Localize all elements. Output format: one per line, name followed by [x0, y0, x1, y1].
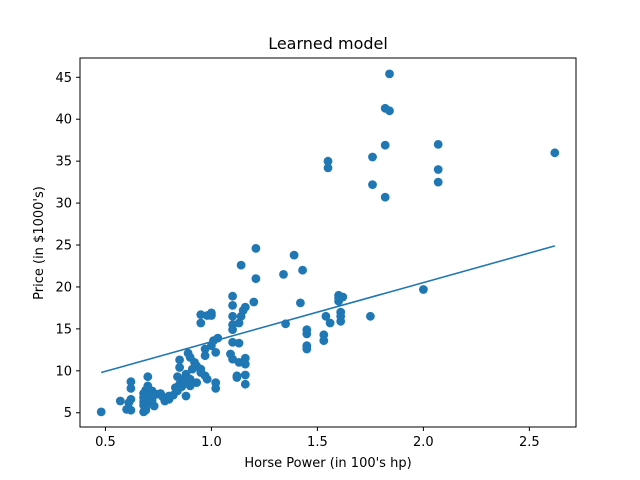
y-tick-label: 5 — [64, 406, 72, 421]
data-point — [141, 405, 151, 415]
x-tick-label: 1.5 — [307, 435, 328, 450]
data-point — [433, 140, 443, 149]
data-point — [234, 318, 244, 328]
data-points — [96, 69, 560, 417]
y-tick-label: 45 — [55, 71, 72, 86]
chart-title: Learned model — [268, 34, 388, 53]
data-point — [323, 156, 333, 166]
data-point — [207, 311, 216, 320]
regression-line — [100, 245, 556, 374]
x-tick-label: 0.5 — [95, 435, 116, 450]
data-point — [366, 311, 375, 321]
data-point — [126, 405, 136, 415]
fit-line-layer — [100, 245, 556, 374]
data-point — [240, 370, 250, 380]
data-point — [321, 311, 331, 321]
data-point — [251, 244, 261, 253]
data-point — [228, 311, 238, 321]
data-point — [279, 270, 288, 279]
plot-frame — [79, 57, 577, 428]
data-point — [228, 337, 238, 347]
data-point — [385, 69, 394, 79]
x-axis-ticks: 0.5 1.0 1.5 2.0 2.5 — [95, 427, 540, 450]
data-point — [338, 292, 348, 302]
data-point — [115, 396, 125, 406]
data-point — [249, 297, 259, 307]
y-tick-label: 30 — [55, 197, 72, 212]
data-point — [234, 338, 244, 348]
data-point — [196, 364, 206, 374]
data-point — [240, 359, 250, 369]
y-tick-label: 25 — [55, 239, 72, 254]
data-point — [236, 260, 246, 270]
y-axis-ticks: 5 10 15 20 25 30 35 40 45 — [55, 71, 80, 421]
y-tick-label: 35 — [55, 155, 72, 170]
data-point — [240, 379, 250, 389]
data-point — [228, 325, 238, 335]
data-point — [380, 140, 390, 150]
x-tick-label: 1.0 — [201, 435, 222, 450]
data-point — [126, 384, 136, 393]
data-point — [211, 348, 221, 357]
data-point — [192, 378, 202, 387]
data-point — [302, 344, 312, 354]
x-tick-label: 2.5 — [519, 435, 540, 450]
data-point — [202, 374, 212, 384]
y-tick-label: 10 — [55, 364, 72, 379]
data-point — [336, 316, 346, 326]
x-tick-label: 2.0 — [413, 435, 434, 450]
data-point — [96, 407, 106, 417]
data-point — [200, 351, 210, 361]
data-point — [289, 250, 299, 260]
data-point — [196, 318, 206, 328]
data-point — [302, 329, 312, 339]
data-point — [240, 302, 250, 312]
y-axis-label: Price (in $1000's) — [32, 186, 47, 300]
data-point — [325, 318, 335, 328]
data-point — [211, 384, 221, 393]
data-point — [368, 180, 377, 190]
y-tick-label: 40 — [55, 113, 72, 128]
data-point — [228, 291, 238, 301]
data-point — [550, 148, 560, 158]
y-tick-label: 15 — [55, 322, 72, 337]
data-point — [175, 363, 185, 372]
data-point — [385, 106, 394, 116]
data-point — [433, 165, 443, 174]
data-point — [126, 394, 136, 404]
data-point — [380, 192, 390, 202]
data-point — [368, 152, 377, 162]
data-point — [323, 163, 333, 173]
y-tick-label: 20 — [55, 280, 72, 295]
data-point — [143, 372, 153, 382]
data-point — [175, 355, 185, 365]
data-point — [181, 391, 191, 401]
data-point — [433, 177, 443, 187]
data-point — [296, 298, 305, 308]
data-point — [149, 401, 159, 411]
data-point — [126, 377, 136, 387]
data-point — [319, 336, 329, 345]
data-point — [298, 265, 307, 275]
x-axis-label: Horse Power (in 100's hp) — [244, 456, 411, 471]
data-point — [419, 285, 428, 294]
data-point — [228, 301, 238, 310]
data-point — [232, 373, 242, 382]
data-point — [251, 274, 261, 283]
